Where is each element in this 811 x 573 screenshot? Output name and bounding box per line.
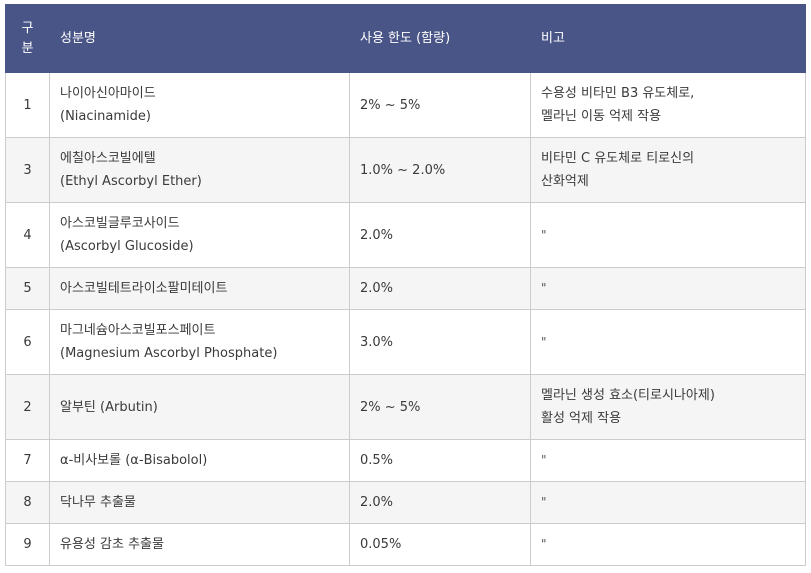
remarks-line-1: 멜라닌 생성 효소(티로시나아제) (541, 388, 715, 403)
remarks-ditto-mark: " (541, 453, 547, 467)
table-row: 6 마그네슘아스코빌포스페이트 (Magnesium Ascorbyl Phos… (5, 309, 806, 375)
ingredient-name: 아스코빌글루코사이드 (Ascorbyl Glucoside) (49, 202, 350, 268)
ingredient-name: 아스코빌테트라이소팔미테이트 (49, 267, 350, 310)
remarks: " (530, 309, 806, 375)
header-ingredient-name: 성분명 (49, 4, 350, 73)
ingredient-name-english: (Niacinamide) (60, 109, 151, 124)
remarks: " (530, 523, 806, 566)
remarks-line-2: 멜라닌 이동 억제 작용 (541, 109, 662, 124)
remarks-ditto-mark: " (541, 281, 547, 295)
ingredient-name: 나이아신아마이드 (Niacinamide) (49, 72, 350, 138)
usage-limit: 0.5% (349, 439, 531, 482)
remarks: " (530, 202, 806, 268)
usage-limit: 2% ~ 5% (349, 374, 531, 440)
table-row: 9 유용성 감초 추출물 0.05% " (5, 523, 806, 566)
ingredient-name: 에칠아스코빌에텔 (Ethyl Ascorbyl Ether) (49, 137, 350, 203)
remarks: 비타민 C 유도체로 티로신의 산화억제 (530, 137, 806, 203)
usage-limit: 2.0% (349, 202, 531, 268)
ingredient-name-korean: 알부틴 (Arbutin) (60, 399, 158, 415)
ingredient-name-korean: 아스코빌테트라이소팔미테이트 (60, 281, 228, 296)
ingredient-name-korean: 유용성 감초 추출물 (60, 537, 164, 552)
row-number: 4 (5, 202, 50, 268)
table-row: 5 아스코빌테트라이소팔미테이트 2.0% " (5, 267, 806, 310)
ingredient-name-english: (Magnesium Ascorbyl Phosphate) (60, 346, 278, 361)
ingredient-name-korean: 에칠아스코빌에텔 (60, 151, 156, 166)
ingredient-name: 마그네슘아스코빌포스페이트 (Magnesium Ascorbyl Phosph… (49, 309, 350, 375)
table-body: 1 나이아신아마이드 (Niacinamide) 2% ~ 5% 수용성 비타민… (5, 72, 806, 566)
row-number: 2 (5, 374, 50, 440)
remarks: 멜라닌 생성 효소(티로시나아제) 활성 억제 작용 (530, 374, 806, 440)
row-number: 9 (5, 523, 50, 566)
header-usage-limit: 사용 한도 (함량) (349, 4, 531, 73)
row-number: 1 (5, 72, 50, 138)
ingredient-name-english: (Ethyl Ascorbyl Ether) (60, 174, 202, 189)
remarks-ditto-mark: " (541, 227, 547, 242)
ingredient-name: 유용성 감초 추출물 (49, 523, 350, 566)
remarks-ditto-mark: " (541, 537, 547, 551)
table-row: 3 에칠아스코빌에텔 (Ethyl Ascorbyl Ether) 1.0% ~… (5, 137, 806, 203)
remarks: " (530, 439, 806, 482)
row-number: 5 (5, 267, 50, 310)
table-header: 구 분 성분명 사용 한도 (함량) 비고 (5, 4, 806, 73)
ingredient-name-english: (Ascorbyl Glucoside) (60, 239, 194, 254)
remarks-line-1: 비타민 C 유도체로 티로신의 (541, 151, 695, 166)
remarks-ditto-mark: " (541, 495, 547, 509)
remarks-ditto-mark: " (541, 334, 547, 349)
ingredient-name: α-비사보롤 (α-Bisabolol) (49, 439, 350, 482)
table-row: 4 아스코빌글루코사이드 (Ascorbyl Glucoside) 2.0% " (5, 202, 806, 268)
ingredient-table-container: 구 분 성분명 사용 한도 (함량) 비고 1 나이아신아마이드 (Niacin… (5, 4, 806, 566)
table-row: 8 닥나무 추출물 2.0% " (5, 481, 806, 524)
row-number: 8 (5, 481, 50, 524)
table-row: 7 α-비사보롤 (α-Bisabolol) 0.5% " (5, 439, 806, 482)
ingredient-name-korean: 나이아신아마이드 (60, 86, 156, 101)
usage-limit: 1.0% ~ 2.0% (349, 137, 531, 203)
row-number: 7 (5, 439, 50, 482)
usage-limit: 2.0% (349, 481, 531, 524)
table-row: 1 나이아신아마이드 (Niacinamide) 2% ~ 5% 수용성 비타민… (5, 72, 806, 138)
remarks-line-1: 수용성 비타민 B3 유도체로, (541, 86, 695, 101)
header-row: 구 분 성분명 사용 한도 (함량) 비고 (5, 4, 806, 73)
header-remarks: 비고 (530, 4, 806, 73)
header-number-line2: 분 (21, 40, 34, 56)
header-number: 구 분 (5, 4, 50, 73)
remarks: 수용성 비타민 B3 유도체로, 멜라닌 이동 억제 작용 (530, 72, 806, 138)
remarks-line-2: 산화억제 (541, 174, 589, 189)
ingredient-name-korean: 닥나무 추출물 (60, 495, 136, 510)
ingredient-name-korean: α-비사보롤 (α-Bisabolol) (60, 453, 208, 468)
usage-limit: 0.05% (349, 523, 531, 566)
header-number-line1: 구 (21, 20, 34, 36)
whitening-ingredient-table: 구 분 성분명 사용 한도 (함량) 비고 1 나이아신아마이드 (Niacin… (5, 4, 806, 566)
remarks-line-2: 활성 억제 작용 (541, 411, 622, 426)
row-number: 6 (5, 309, 50, 375)
ingredient-name-korean: 아스코빌글루코사이드 (60, 216, 180, 231)
table-row: 2 알부틴 (Arbutin) 2% ~ 5% 멜라닌 생성 효소(티로시나아제… (5, 374, 806, 440)
remarks: " (530, 267, 806, 310)
usage-limit: 2.0% (349, 267, 531, 310)
row-number: 3 (5, 137, 50, 203)
ingredient-name: 닥나무 추출물 (49, 481, 350, 524)
ingredient-name-korean: 마그네슘아스코빌포스페이트 (60, 323, 216, 338)
remarks: " (530, 481, 806, 524)
usage-limit: 2% ~ 5% (349, 72, 531, 138)
ingredient-name: 알부틴 (Arbutin) (49, 374, 350, 440)
usage-limit: 3.0% (349, 309, 531, 375)
